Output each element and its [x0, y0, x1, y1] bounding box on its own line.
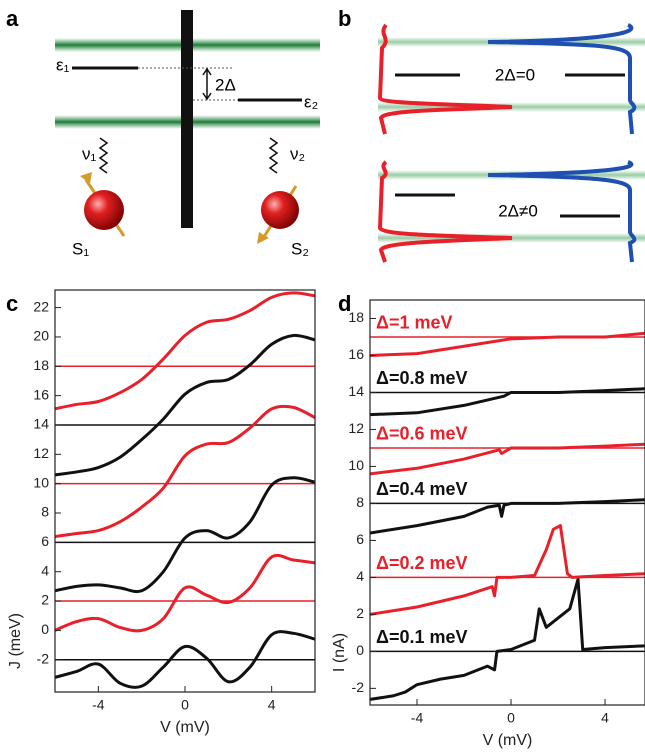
series-line — [55, 333, 315, 477]
y-axis-label: I (nA) — [331, 633, 348, 672]
spin-ball — [84, 190, 124, 230]
level-label: ε₂ — [304, 92, 318, 111]
y-tick-label: 14 — [348, 383, 364, 399]
spin-label: S₁ — [72, 239, 89, 258]
case-label: 2Δ≠0 — [498, 201, 538, 220]
series-line — [55, 630, 315, 689]
gap-arrow — [202, 67, 212, 101]
case-label: 2Δ=0 — [495, 65, 535, 84]
y-tick-label: 12 — [348, 420, 364, 436]
x-tick-label: 4 — [268, 697, 276, 713]
photon — [98, 137, 109, 174]
gap-label: 2Δ — [215, 75, 236, 94]
panel-label: b — [338, 6, 351, 31]
y-tick-label: 4 — [356, 568, 364, 584]
y-tick-label: -2 — [37, 650, 50, 666]
series-label: Δ=1 meV — [376, 313, 452, 333]
chart: Δ=0.1 meV Δ=0.2 meV Δ=0.4 meV Δ=0.6 meV Δ=0.… — [331, 299, 645, 749]
y-tick-label: 12 — [33, 445, 49, 461]
photon — [268, 137, 279, 174]
dos-curve — [377, 160, 513, 263]
dos-curve — [377, 23, 513, 135]
series-line — [55, 476, 315, 594]
spin-label: S₂ — [291, 239, 309, 258]
spin-ball — [261, 191, 299, 229]
spin-arrow — [80, 172, 92, 184]
panel-label: c — [6, 291, 18, 316]
series-line — [370, 577, 645, 701]
series-line — [370, 524, 645, 616]
panel-label: d — [338, 291, 351, 316]
spin-arrow — [257, 232, 269, 244]
y-tick-label: 14 — [33, 416, 49, 432]
y-tick-label: 0 — [41, 621, 49, 637]
plot-area — [370, 331, 645, 701]
diagram-a: 2Δ ε₁ ε₂ ν₁ ν₂ S₁ S₂ — [55, 10, 320, 258]
series-line — [370, 498, 645, 535]
x-axis-label: V (mV) — [160, 719, 210, 736]
plot-area — [55, 291, 315, 689]
barrier — [181, 10, 193, 228]
series-line — [370, 387, 645, 417]
y-tick-label: 8 — [41, 504, 49, 520]
x-tick-label: 0 — [507, 710, 515, 726]
x-tick-label: 0 — [181, 697, 189, 713]
y-tick-label: 10 — [33, 474, 49, 490]
y-axis-label: J (meV) — [7, 613, 24, 669]
series-line — [55, 553, 315, 633]
x-tick-label: 4 — [601, 710, 609, 726]
series-line — [55, 404, 315, 538]
panel-label: a — [6, 6, 19, 31]
y-tick-label: 10 — [348, 457, 364, 473]
y-tick-label: 2 — [41, 592, 49, 608]
y-tick-label: 20 — [33, 328, 49, 344]
frequency-label: ν₁ — [82, 144, 97, 163]
dos-curve — [487, 160, 637, 263]
y-tick-label: 18 — [33, 357, 49, 373]
series-label: Δ=0.6 meV — [376, 424, 468, 444]
frequency-label: ν₂ — [290, 144, 305, 163]
dos-curve — [487, 23, 637, 135]
level-label: ε₁ — [56, 55, 70, 74]
x-tick-label: -4 — [411, 710, 424, 726]
y-tick-label: 16 — [348, 346, 364, 362]
y-tick-label: 16 — [33, 386, 49, 402]
plot-frame — [369, 299, 645, 706]
diagram-b: 2Δ=0 2Δ≠0 — [377, 23, 645, 263]
y-tick-label: -2 — [352, 679, 365, 695]
y-tick-label: 0 — [356, 642, 364, 658]
y-tick-label: 2 — [356, 605, 364, 621]
series-line — [370, 331, 645, 357]
series-line — [55, 291, 315, 411]
y-tick-label: 22 — [33, 298, 49, 314]
y-tick-label: 6 — [356, 531, 364, 547]
chart: -2 0 2 4 6 8 10 12 14 16 18 20 22 -4 0 4 V (mV) J (meV) — [7, 289, 316, 736]
x-tick-label: -4 — [92, 697, 105, 713]
series-line — [370, 442, 645, 476]
y-tick-label: 18 — [348, 309, 364, 325]
x-axis-label: V (mV) — [483, 732, 533, 749]
series-label: Δ=0.4 meV — [376, 479, 468, 499]
y-tick-label: 8 — [356, 494, 364, 510]
y-tick-label: 6 — [41, 533, 49, 549]
series-label: Δ=0.2 meV — [376, 553, 468, 573]
series-label: Δ=0.1 meV — [376, 627, 468, 647]
series-label: Δ=0.8 meV — [376, 368, 468, 388]
y-tick-label: 4 — [41, 562, 49, 578]
